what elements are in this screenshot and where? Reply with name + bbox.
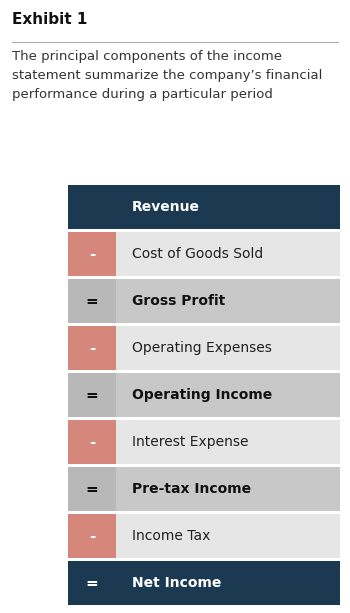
Bar [68, 373, 116, 417]
Bar [116, 561, 340, 605]
Text: =: = [86, 576, 98, 590]
Bar [116, 326, 340, 370]
Text: Pre-tax Income: Pre-tax Income [132, 482, 251, 496]
Bar [68, 514, 116, 558]
Bar [68, 420, 116, 464]
Text: Income Tax: Income Tax [132, 529, 210, 543]
Text: Gross Profit: Gross Profit [132, 294, 225, 308]
Bar [68, 185, 116, 229]
Bar [68, 326, 116, 370]
Bar [116, 232, 340, 276]
Text: Operating Expenses: Operating Expenses [132, 341, 272, 355]
Text: Interest Expense: Interest Expense [132, 435, 248, 449]
Text: Operating Income: Operating Income [132, 388, 272, 402]
Text: =: = [86, 387, 98, 403]
Text: Revenue: Revenue [132, 200, 200, 214]
Text: -: - [89, 435, 95, 449]
Text: Exhibit 1: Exhibit 1 [12, 12, 88, 27]
Bar [68, 232, 116, 276]
Bar [68, 467, 116, 511]
Bar [116, 420, 340, 464]
Bar [68, 279, 116, 323]
Text: Net Income: Net Income [132, 576, 221, 590]
Text: Cost of Goods Sold: Cost of Goods Sold [132, 247, 263, 261]
Text: -: - [89, 340, 95, 356]
Bar [116, 514, 340, 558]
Text: The principal components of the income
statement summarize the company’s financi: The principal components of the income s… [12, 50, 322, 101]
Text: -: - [89, 528, 95, 544]
Bar [116, 185, 340, 229]
Bar [116, 467, 340, 511]
Text: -: - [89, 246, 95, 262]
Bar [68, 561, 116, 605]
Text: =: = [86, 481, 98, 497]
Bar [116, 279, 340, 323]
Bar [116, 373, 340, 417]
Text: =: = [86, 294, 98, 308]
